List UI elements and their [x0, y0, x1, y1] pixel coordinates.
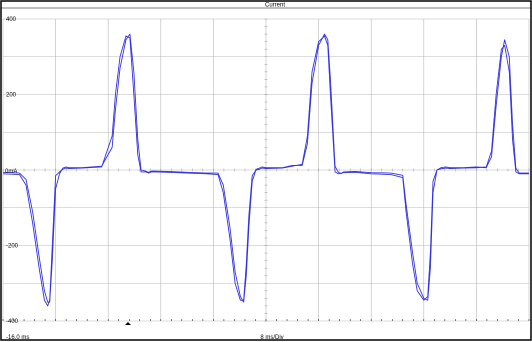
traces [2, 33, 529, 307]
y-zero-label: 0mA [5, 169, 17, 175]
y-tick-labels: 400 200 -200 -400 [6, 17, 19, 325]
trace-line-2 [2, 33, 529, 303]
y-tick-label: 200 [6, 93, 17, 99]
x-scale-label: 8 ms/Div [260, 335, 283, 341]
x-start-label: -16.0 ms [6, 335, 29, 341]
trigger-marker [125, 322, 131, 325]
axis-minor-ticks [2, 18, 530, 322]
chart-title: Current [265, 3, 285, 9]
y-tick-label: 400 [6, 17, 17, 23]
y-tick-label: -400 [6, 319, 19, 325]
y-tick-label: -200 [6, 244, 19, 250]
